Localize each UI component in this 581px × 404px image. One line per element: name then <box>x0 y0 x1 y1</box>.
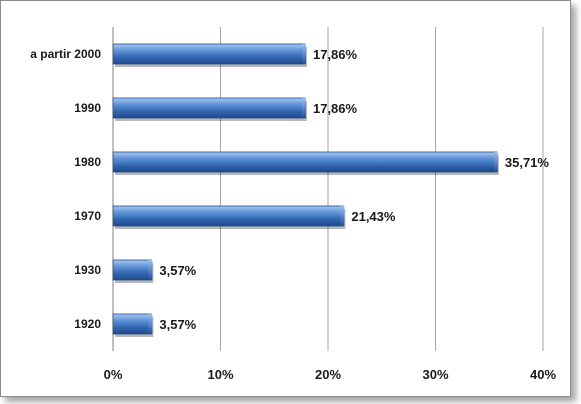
chart-frame: 0% 10% 20% 30% 40% a partir 2000 17,86% 1990 17,… <box>0 0 571 397</box>
bar <box>112 313 152 335</box>
x-tick-label: 40% <box>530 367 556 382</box>
data-label: 3,57% <box>159 263 196 278</box>
bar <box>112 43 306 65</box>
bar-end-cap <box>493 152 498 172</box>
labels: 0% 10% 20% 30% 40% a partir 2000 17,86% 1990 17,… <box>30 47 556 382</box>
category-label: 1990 <box>74 101 101 115</box>
bars <box>112 43 499 337</box>
bar-chart: 0% 10% 20% 30% 40% a partir 2000 17,86% 1990 17,… <box>30 27 556 382</box>
bar <box>112 259 152 281</box>
bar <box>112 97 306 119</box>
bar-end-cap <box>148 314 153 334</box>
x-tick-label: 0% <box>104 367 123 382</box>
bar <box>112 205 344 227</box>
data-label: 17,86% <box>313 47 358 62</box>
bar-end-cap <box>301 44 306 64</box>
data-label: 3,57% <box>159 317 196 332</box>
bar-end-cap <box>340 206 345 226</box>
bar-end-cap <box>301 98 306 118</box>
x-tick-label: 30% <box>422 367 448 382</box>
data-label: 21,43% <box>351 209 396 224</box>
data-label: 35,71% <box>505 155 550 170</box>
x-tick-label: 20% <box>315 367 341 382</box>
x-tick-label: 10% <box>207 367 233 382</box>
category-label: 1930 <box>74 263 101 277</box>
category-label: 1970 <box>74 209 101 223</box>
bar <box>112 151 498 173</box>
gridlines <box>112 27 544 351</box>
category-label: 1920 <box>74 317 101 331</box>
bar-end-cap <box>148 260 153 280</box>
data-label: 17,86% <box>313 101 358 116</box>
category-label: a partir 2000 <box>30 47 101 61</box>
category-label: 1980 <box>74 155 101 169</box>
